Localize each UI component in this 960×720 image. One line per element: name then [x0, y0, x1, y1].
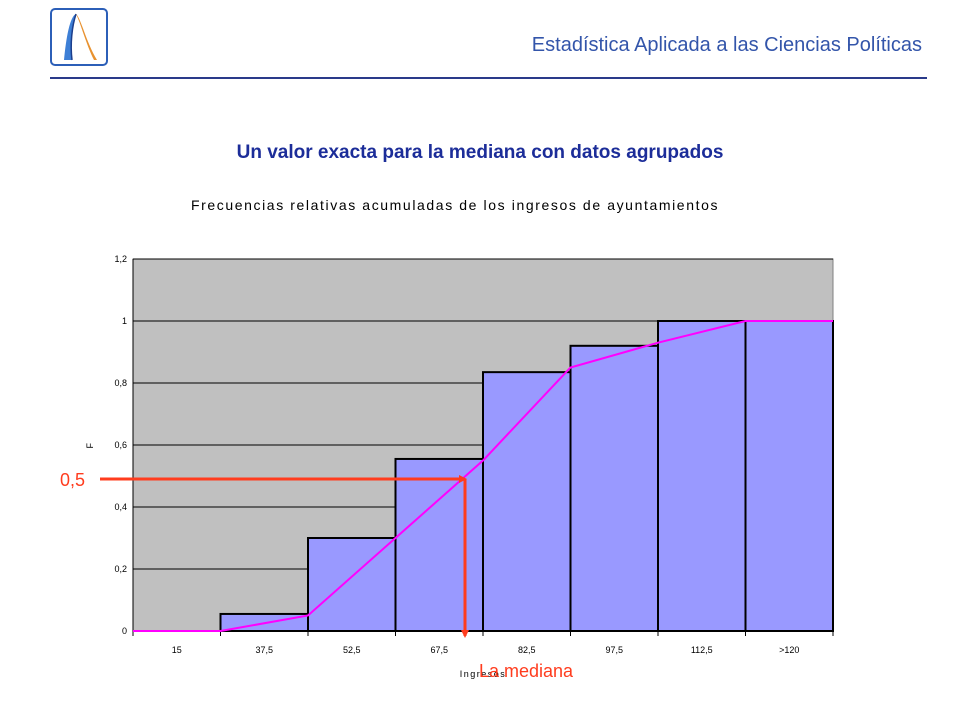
y-tick-label: 0,2	[114, 564, 127, 574]
y-tick-label: 0,6	[114, 440, 127, 450]
x-tick-label: 112,5	[691, 645, 713, 655]
y-tick-label: 0	[122, 626, 127, 636]
chart-title: Frecuencias relativas acumuladas de los …	[191, 197, 719, 213]
bar	[307, 537, 397, 632]
x-tick-label: >120	[779, 645, 799, 655]
sigma-wave-logo-icon	[50, 8, 108, 66]
bar	[482, 371, 572, 632]
median-level-label: 0,5	[60, 470, 85, 490]
x-tick-label: 37,5	[255, 645, 273, 655]
bar	[394, 457, 484, 633]
x-axis-label: Ingresos	[460, 669, 507, 679]
median-label: La mediana	[479, 661, 574, 681]
bar	[569, 344, 659, 632]
course-title: Estadística Aplicada a las Ciencias Polí…	[531, 34, 922, 56]
x-tick-label: 97,5	[605, 645, 623, 655]
y-tick-label: 1,2	[114, 254, 127, 264]
y-axis-label: F	[85, 442, 95, 449]
cumulative-line	[133, 320, 833, 632]
x-tick-label: 15	[172, 645, 182, 655]
x-tick-label: 67,5	[430, 645, 448, 655]
header-divider	[50, 77, 927, 79]
bar	[744, 320, 834, 632]
y-tick-label: 0,8	[114, 378, 127, 388]
x-tick-label: 52,5	[343, 645, 361, 655]
y-tick-label: 0,4	[114, 502, 127, 512]
x-tick-label: 82,5	[518, 645, 536, 655]
y-tick-label: 1	[122, 316, 127, 326]
bar	[657, 320, 747, 632]
slide-title: Un valor exacta para la mediana con dato…	[236, 142, 724, 163]
